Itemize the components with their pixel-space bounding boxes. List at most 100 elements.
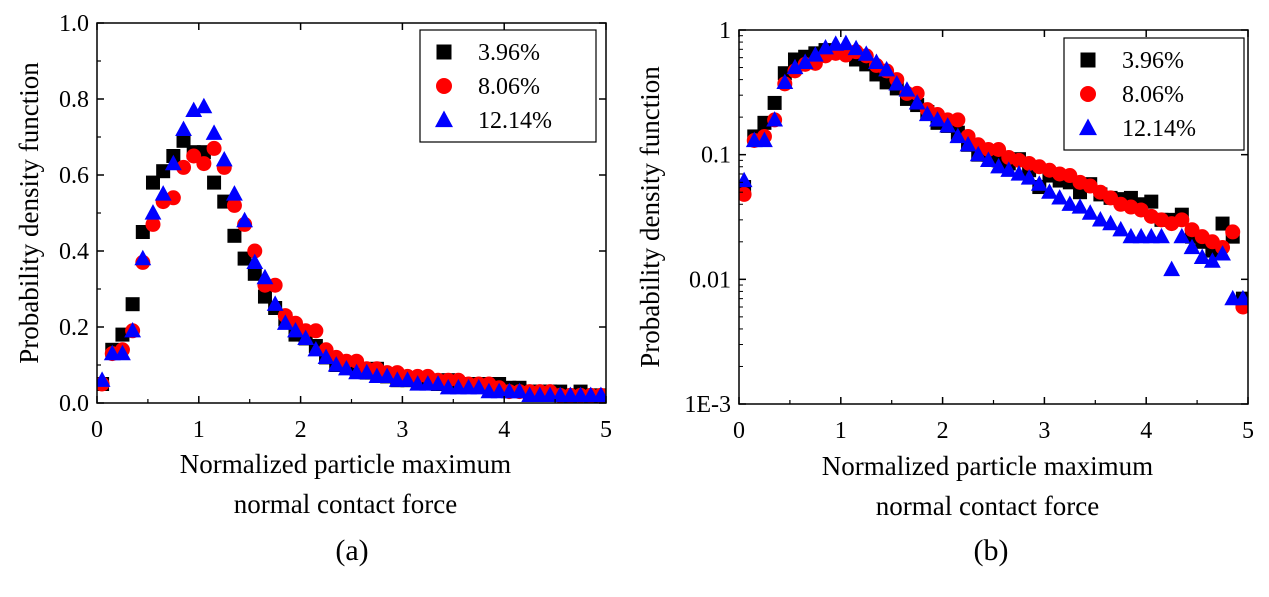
data-point-triangle bbox=[144, 204, 162, 220]
data-point-triangle bbox=[1112, 220, 1130, 237]
legend-label: 3.96% bbox=[1122, 48, 1184, 74]
data-point-triangle bbox=[898, 81, 916, 97]
data-point-circle bbox=[247, 243, 263, 259]
data-points bbox=[97, 97, 606, 403]
data-point-square bbox=[257, 289, 272, 304]
x-tick-label: 3 bbox=[1038, 418, 1050, 444]
data-point-square bbox=[1144, 194, 1159, 209]
data-point-triangle bbox=[246, 253, 264, 270]
data-point-triangle bbox=[766, 111, 784, 127]
data-point-square bbox=[237, 251, 252, 266]
data-point-triangle bbox=[1010, 165, 1028, 181]
y-tick-label: 1 bbox=[719, 18, 731, 44]
data-point-triangle bbox=[124, 321, 142, 338]
data-point-triangle bbox=[1091, 211, 1109, 227]
data-point-circle bbox=[1225, 224, 1241, 240]
legend: 3.96% 8.06% 12.14% bbox=[419, 29, 597, 143]
data-point-triangle bbox=[287, 321, 304, 338]
data-point-circle bbox=[909, 85, 925, 101]
panel-label: (b) bbox=[974, 534, 1009, 567]
data-point-circle bbox=[308, 323, 324, 339]
y-tick-label: 0.1 bbox=[701, 143, 731, 169]
data-points bbox=[739, 34, 1248, 315]
legend-marker-triangle bbox=[435, 110, 453, 128]
data-point-triangle bbox=[980, 151, 997, 167]
y-tick-label: 0.8 bbox=[59, 87, 89, 113]
data-point-triangle bbox=[796, 53, 814, 69]
y-tick-label: 1E-3 bbox=[684, 392, 731, 418]
data-point-triangle bbox=[195, 97, 213, 114]
data-point-triangle bbox=[776, 73, 794, 90]
panel-b-chart: 0 1 2 3 4 5 1E-3 0.01 0.1 1 Probability density fu… bbox=[635, 18, 1254, 567]
data-point-square bbox=[1215, 216, 1230, 231]
data-point-triangle bbox=[358, 363, 376, 380]
data-point-triangle bbox=[378, 367, 396, 384]
data-point-circle bbox=[206, 140, 222, 156]
data-point-triangle bbox=[847, 39, 865, 56]
data-point-circle bbox=[739, 186, 752, 202]
data-point-triangle bbox=[918, 105, 936, 122]
data-point-square bbox=[767, 95, 782, 110]
x-tick-label: 1 bbox=[193, 417, 205, 443]
x-tick-label: 5 bbox=[600, 417, 612, 443]
x-tick-label: 2 bbox=[295, 417, 307, 443]
data-point-triangle bbox=[1173, 227, 1191, 244]
x-tick-label: 5 bbox=[1242, 418, 1254, 444]
data-point-square bbox=[176, 133, 191, 148]
legend-label: 12.14% bbox=[478, 108, 552, 134]
data-point-triangle bbox=[317, 348, 335, 365]
data-point-triangle bbox=[338, 359, 355, 376]
data-point-triangle bbox=[256, 268, 274, 285]
data-point-triangle bbox=[134, 249, 152, 266]
data-point-circle bbox=[226, 197, 242, 213]
x-tick-label: 0 bbox=[91, 417, 103, 443]
legend-marker-circle bbox=[1080, 86, 1096, 102]
legend-label: 8.06% bbox=[478, 74, 540, 100]
data-point-triangle bbox=[1061, 195, 1079, 211]
data-point-triangle bbox=[1030, 175, 1048, 191]
y-axis-title: Probability density function bbox=[635, 66, 665, 368]
data-point-triangle bbox=[929, 111, 946, 127]
data-point-triangle bbox=[511, 382, 528, 399]
data-point-triangle bbox=[307, 340, 325, 357]
data-point-triangle bbox=[756, 131, 773, 148]
legend-label: 12.14% bbox=[1122, 116, 1196, 142]
x-tick-label: 3 bbox=[396, 417, 408, 443]
data-point-square bbox=[207, 175, 222, 190]
data-point-triangle bbox=[1163, 260, 1181, 277]
data-point-triangle bbox=[806, 46, 824, 62]
data-point-circle bbox=[165, 190, 181, 206]
y-tick-label: 0.4 bbox=[59, 239, 89, 265]
data-point-triangle bbox=[1051, 189, 1069, 205]
data-point-circle bbox=[145, 216, 161, 232]
x-axis-title-line1: Normalized particle maximum bbox=[180, 449, 511, 479]
data-point-triangle bbox=[1041, 183, 1058, 199]
data-point-triangle bbox=[969, 145, 987, 162]
data-point-triangle bbox=[399, 371, 416, 387]
data-point-square bbox=[135, 225, 150, 239]
data-point-triangle bbox=[164, 154, 182, 171]
y-tick-label: 0.6 bbox=[59, 163, 89, 189]
data-point-circle bbox=[196, 156, 212, 172]
data-point-triangle bbox=[888, 75, 906, 91]
data-point-triangle bbox=[739, 171, 753, 188]
y-tick-label: 0.2 bbox=[59, 315, 89, 341]
x-tick-label: 4 bbox=[498, 417, 510, 443]
legend-marker-square bbox=[436, 44, 452, 60]
data-point-triangle bbox=[226, 185, 243, 201]
data-point-triangle bbox=[97, 371, 111, 387]
data-point-triangle bbox=[837, 34, 855, 51]
x-tick-label: 4 bbox=[1140, 418, 1152, 444]
y-tick-label: 1.0 bbox=[59, 11, 89, 37]
data-point-triangle bbox=[114, 344, 131, 361]
panel-a-chart: 0 1 2 3 4 5 0.0 0.2 0.4 0.6 0.8 1.0 Probability dens… bbox=[14, 11, 612, 567]
y-tick-label: 0.01 bbox=[689, 267, 731, 293]
data-point-triangle bbox=[1000, 161, 1018, 177]
data-point-triangle bbox=[908, 94, 926, 110]
data-point-triangle bbox=[949, 127, 967, 144]
data-point-triangle bbox=[939, 117, 957, 133]
data-point-triangle bbox=[878, 60, 896, 77]
data-point-circle bbox=[950, 112, 966, 128]
panel-label: (a) bbox=[335, 534, 368, 567]
x-axis-title-line1: Normalized particle maximum bbox=[822, 451, 1153, 481]
